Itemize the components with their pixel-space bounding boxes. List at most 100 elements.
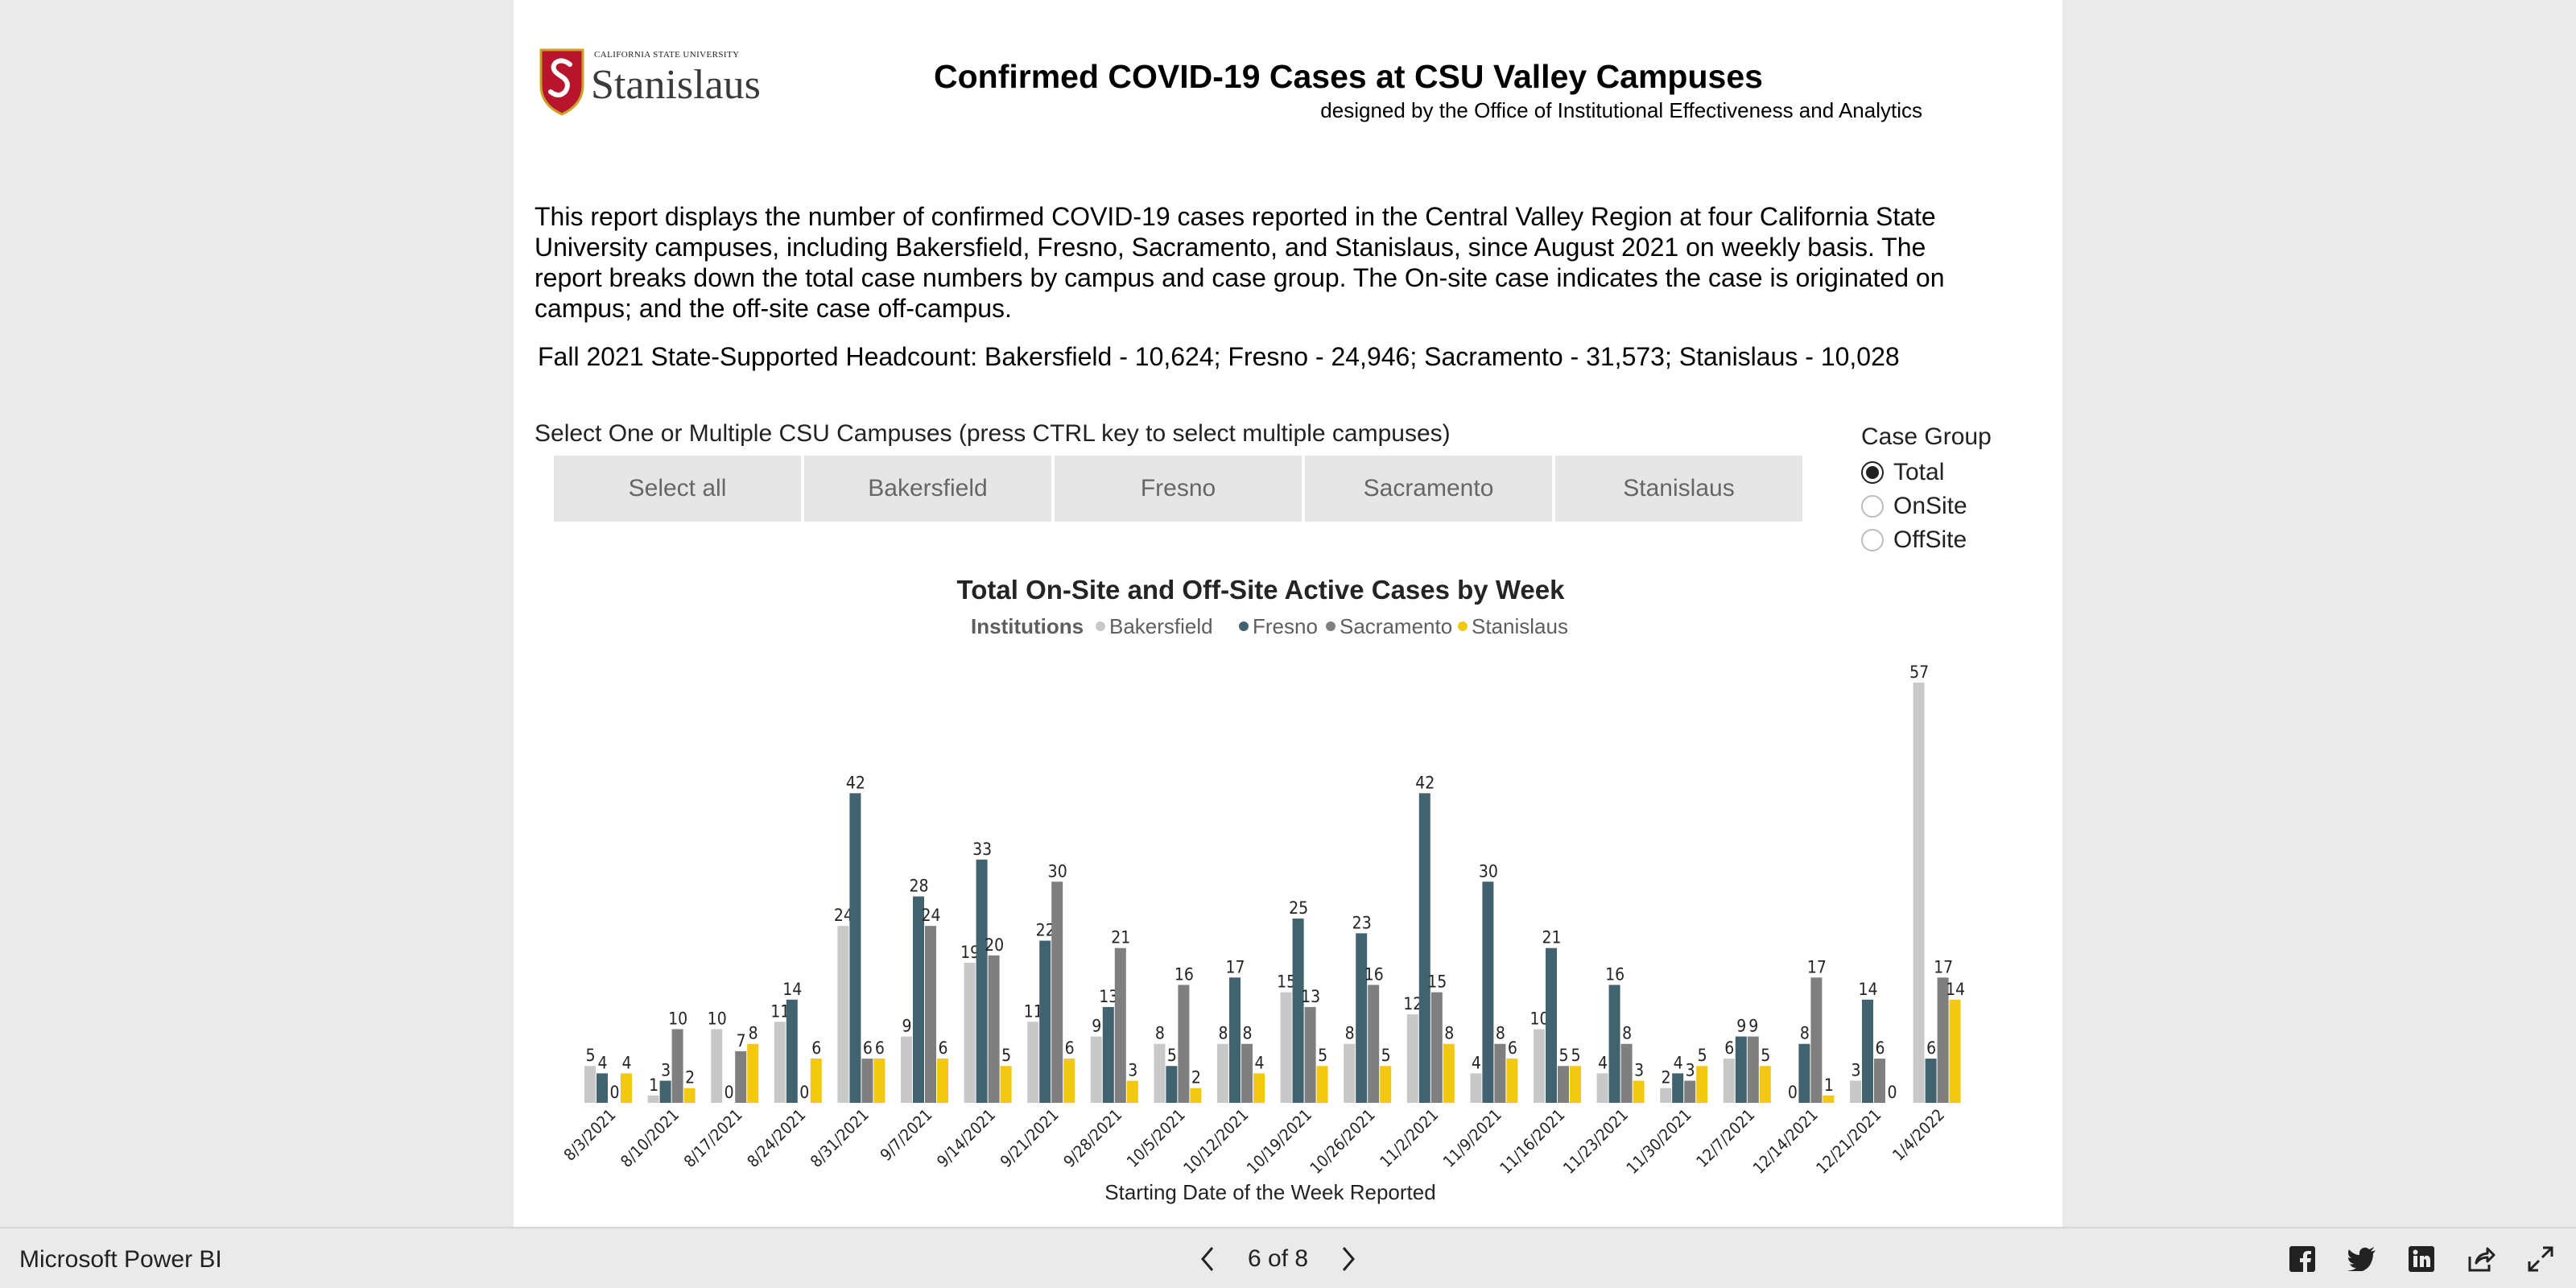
bar-fresno-11[interactable] (1292, 919, 1304, 1103)
bar-fresno-12[interactable] (1356, 933, 1368, 1103)
bar-fresno-17[interactable] (1672, 1073, 1684, 1103)
bar-stanislaus-19[interactable] (1823, 1095, 1835, 1103)
bar-bakersfield-20[interactable] (1850, 1080, 1861, 1103)
bar-stanislaus-5[interactable] (937, 1059, 948, 1103)
slicer-stanislaus[interactable]: Stanislaus (1555, 456, 1802, 522)
facebook-share-button[interactable] (2286, 1243, 2318, 1275)
bar-sacramento-7[interactable] (1051, 881, 1063, 1103)
bar-fresno-3[interactable] (786, 999, 798, 1103)
fullscreen-button[interactable] (2524, 1243, 2557, 1275)
bar-fresno-16[interactable] (1608, 985, 1620, 1103)
bar-sacramento-8[interactable] (1114, 947, 1126, 1103)
case-group-option-offsite[interactable]: OffSite (1861, 523, 1992, 557)
bar-bakersfield-14[interactable] (1470, 1073, 1482, 1103)
radio-total[interactable] (1861, 461, 1884, 484)
slicer-bakersfield[interactable]: Bakersfield (804, 456, 1051, 522)
legend-item-stanislaus[interactable]: Stanislaus (1472, 614, 1568, 638)
legend-item-sacramento[interactable]: Sacramento (1340, 614, 1452, 638)
bar-stanislaus-1[interactable] (683, 1088, 696, 1103)
bar-sacramento-19[interactable] (1810, 977, 1823, 1103)
bar-sacramento-1[interactable] (671, 1029, 683, 1103)
slicer-fresno[interactable]: Fresno (1055, 456, 1302, 522)
bar-stanislaus-16[interactable] (1633, 1080, 1645, 1103)
bar-fresno-14[interactable] (1482, 881, 1494, 1103)
bar-stanislaus-11[interactable] (1316, 1066, 1328, 1103)
bar-bakersfield-11[interactable] (1280, 992, 1292, 1103)
bar-fresno-10[interactable] (1229, 977, 1241, 1103)
bar-stanislaus-21[interactable] (1949, 999, 1961, 1103)
radio-offsite[interactable] (1861, 529, 1884, 551)
share-button[interactable] (2465, 1243, 2497, 1275)
case-group-option-onsite[interactable]: OnSite (1861, 489, 1992, 523)
bar-bakersfield-4[interactable] (837, 926, 849, 1103)
bar-bakersfield-9[interactable] (1154, 1043, 1166, 1103)
bar-fresno-15[interactable] (1546, 947, 1557, 1103)
case-group-option-total[interactable]: Total (1861, 456, 1992, 489)
twitter-share-button[interactable] (2346, 1243, 2378, 1275)
bar-sacramento-17[interactable] (1684, 1080, 1696, 1103)
bar-sacramento-6[interactable] (988, 955, 1000, 1103)
bar-sacramento-12[interactable] (1368, 985, 1380, 1103)
bar-stanislaus-10[interactable] (1253, 1073, 1265, 1103)
bar-stanislaus-17[interactable] (1696, 1066, 1708, 1103)
bar-fresno-18[interactable] (1735, 1036, 1747, 1103)
legend-item-fresno[interactable]: Fresno (1253, 614, 1318, 638)
bar-fresno-5[interactable] (913, 896, 924, 1103)
previous-page-button[interactable] (1191, 1243, 1224, 1275)
bar-sacramento-21[interactable] (1937, 977, 1949, 1103)
bar-sacramento-15[interactable] (1558, 1066, 1569, 1103)
bar-fresno-20[interactable] (1862, 999, 1873, 1103)
bar-sacramento-16[interactable] (1620, 1043, 1633, 1103)
bar-bakersfield-2[interactable] (711, 1029, 723, 1103)
bar-sacramento-4[interactable] (861, 1059, 873, 1103)
bar-fresno-4[interactable] (849, 793, 861, 1103)
bar-sacramento-9[interactable] (1178, 985, 1190, 1103)
bar-bakersfield-13[interactable] (1406, 1014, 1418, 1103)
bar-bakersfield-15[interactable] (1534, 1029, 1545, 1103)
bar-bakersfield-8[interactable] (1090, 1036, 1102, 1103)
bar-fresno-7[interactable] (1039, 940, 1051, 1103)
bar-fresno-6[interactable] (976, 859, 988, 1103)
bar-sacramento-11[interactable] (1304, 1006, 1316, 1103)
bar-bakersfield-1[interactable] (647, 1095, 659, 1103)
bar-bakersfield-3[interactable] (774, 1022, 786, 1103)
slicer-select-all[interactable]: Select all (554, 456, 801, 522)
bar-fresno-0[interactable] (597, 1073, 608, 1103)
bar-sacramento-14[interactable] (1494, 1043, 1506, 1103)
bar-stanislaus-12[interactable] (1380, 1066, 1392, 1103)
bar-stanislaus-14[interactable] (1506, 1059, 1518, 1103)
bar-bakersfield-21[interactable] (1913, 683, 1925, 1103)
radio-onsite[interactable] (1861, 495, 1884, 518)
bar-bakersfield-17[interactable] (1660, 1088, 1672, 1103)
bar-fresno-19[interactable] (1798, 1043, 1810, 1103)
bar-sacramento-10[interactable] (1241, 1043, 1253, 1103)
bar-fresno-1[interactable] (659, 1080, 671, 1103)
bar-stanislaus-4[interactable] (873, 1059, 886, 1103)
bar-sacramento-18[interactable] (1747, 1036, 1759, 1103)
bar-fresno-21[interactable] (1925, 1059, 1937, 1103)
bar-sacramento-5[interactable] (925, 926, 936, 1103)
bar-bakersfield-16[interactable] (1596, 1073, 1608, 1103)
bar-stanislaus-13[interactable] (1443, 1043, 1455, 1103)
bar-stanislaus-18[interactable] (1759, 1066, 1771, 1103)
bar-stanislaus-15[interactable] (1570, 1066, 1581, 1103)
bar-stanislaus-3[interactable] (810, 1059, 822, 1103)
bar-stanislaus-7[interactable] (1063, 1059, 1075, 1103)
bar-stanislaus-8[interactable] (1126, 1080, 1138, 1103)
bar-fresno-8[interactable] (1102, 1006, 1114, 1103)
linkedin-share-button[interactable] (2405, 1243, 2438, 1275)
slicer-sacramento[interactable]: Sacramento (1305, 456, 1552, 522)
bar-bakersfield-5[interactable] (901, 1036, 912, 1103)
bar-stanislaus-9[interactable] (1190, 1088, 1202, 1103)
bar-stanislaus-2[interactable] (747, 1043, 759, 1103)
bar-stanislaus-6[interactable] (1000, 1066, 1012, 1103)
bar-stanislaus-0[interactable] (621, 1073, 632, 1103)
bar-bakersfield-18[interactable] (1723, 1059, 1735, 1103)
bar-sacramento-13[interactable] (1430, 992, 1443, 1103)
bar-fresno-9[interactable] (1166, 1066, 1178, 1103)
bar-bakersfield-12[interactable] (1344, 1043, 1356, 1103)
legend-item-bakersfield[interactable]: Bakersfield (1109, 614, 1213, 638)
bar-bakersfield-10[interactable] (1217, 1043, 1228, 1103)
bar-bakersfield-6[interactable] (964, 963, 976, 1103)
bar-sacramento-2[interactable] (735, 1051, 747, 1103)
